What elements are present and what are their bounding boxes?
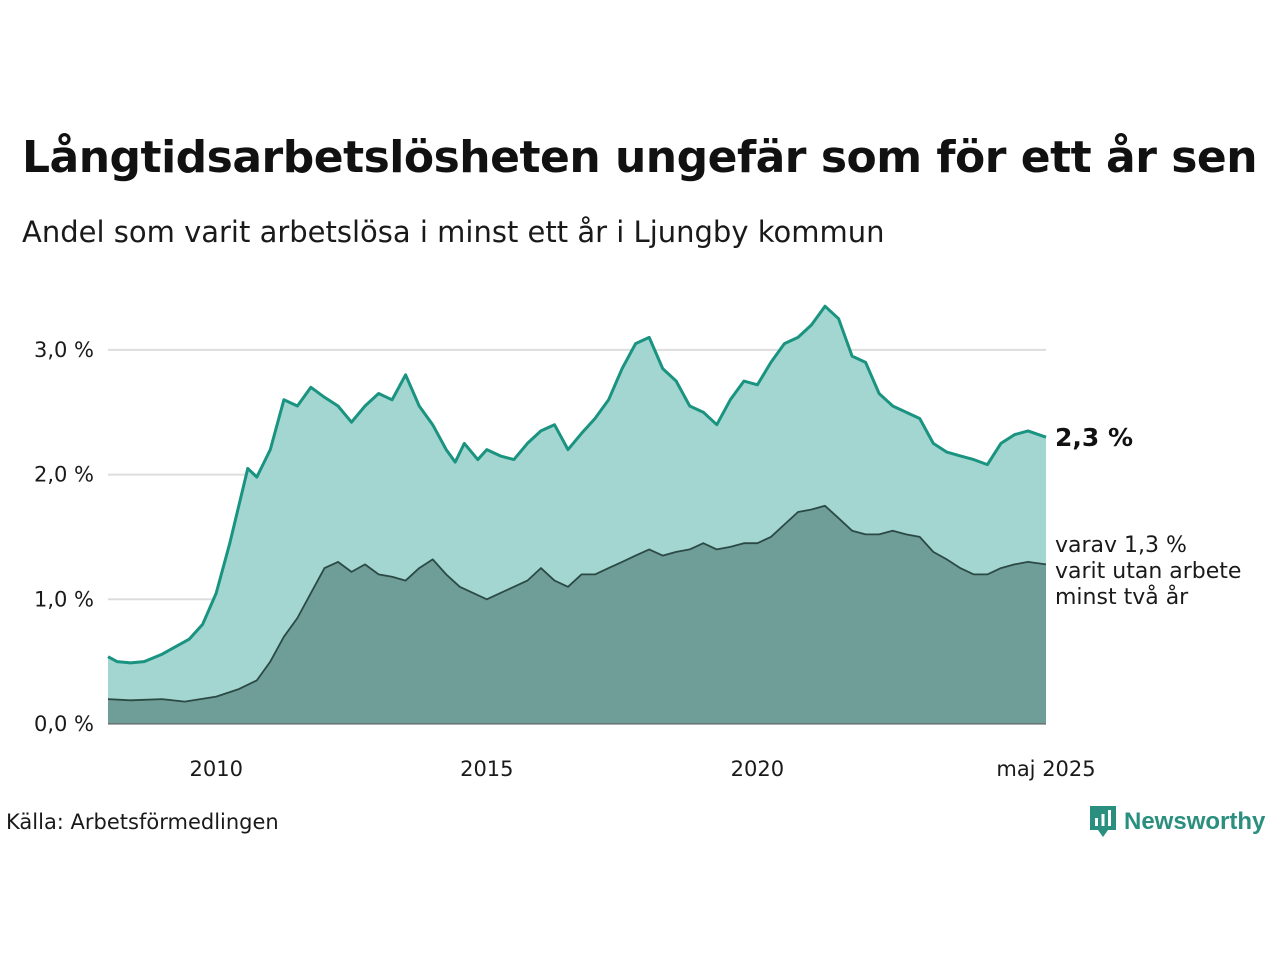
x-tick-label-2: 2020 [731, 757, 784, 781]
y-tick-label-3: 3,0 % [34, 338, 94, 362]
chart-subtitle: Andel som varit arbetslösa i minst ett å… [22, 215, 885, 249]
x-tick-label-0: 2010 [190, 757, 243, 781]
series-area-very_long [108, 505, 1046, 724]
brand-name: Newsworthy [1124, 808, 1266, 835]
source-note: Källa: Arbetsförmedlingen [6, 810, 279, 834]
end-label-very-long-line-2: minst två år [1055, 584, 1189, 610]
y-tick-label-0: 0,0 % [34, 712, 94, 736]
y-tick-label-1: 1,0 % [34, 587, 94, 611]
x-tick-label-3: maj 2025 [996, 757, 1095, 781]
chart-title: Långtidsarbetslösheten ungefär som för e… [22, 132, 1258, 183]
end-label-long: 2,3 % [1055, 423, 1133, 452]
series-line-very_long [107, 504, 1047, 703]
y-tick-label-2: 2,0 % [34, 463, 94, 487]
series-line-long [107, 304, 1047, 665]
newsworthy-logo-icon [1090, 806, 1116, 837]
end-label-very-long-line-1: varit utan arbete [1055, 559, 1241, 584]
x-tick-label-1: 2015 [460, 757, 513, 781]
brand-logo: Newsworthy [1088, 804, 1265, 840]
end-label-very-long-line-0: varav 1,3 % [1055, 533, 1187, 558]
